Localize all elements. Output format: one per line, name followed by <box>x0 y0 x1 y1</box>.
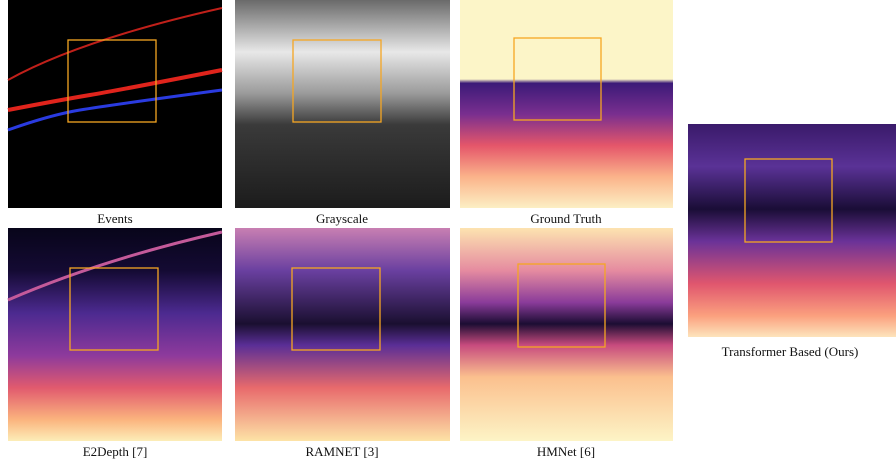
caption: Ground Truth <box>530 211 602 226</box>
panel: E2Depth [7] <box>8 228 222 459</box>
caption: Grayscale <box>316 211 368 226</box>
panel: HMNet [6] <box>460 228 673 459</box>
panel: Ground Truth <box>460 0 673 226</box>
image-hmnet <box>460 228 673 441</box>
image-grayscale <box>235 0 450 208</box>
caption: E2Depth [7] <box>83 444 148 459</box>
figure: Events Grayscale Ground Truth E2Depth [7… <box>0 0 896 465</box>
page: {"panels": [ {"caption": "Events"}, {"ca… <box>0 0 896 465</box>
caption: HMNet [6] <box>537 444 595 459</box>
image-ground-truth <box>460 0 673 208</box>
panel: Events <box>8 0 222 226</box>
panel: Transformer Based (Ours) <box>688 124 896 359</box>
panel: RAMNET [3] <box>235 228 450 459</box>
caption: Transformer Based (Ours) <box>722 344 859 359</box>
caption: RAMNET [3] <box>305 444 378 459</box>
image-transformer <box>688 124 896 337</box>
panel: Grayscale <box>235 0 450 226</box>
image-ramnet <box>235 228 450 441</box>
caption: Events <box>97 211 132 226</box>
